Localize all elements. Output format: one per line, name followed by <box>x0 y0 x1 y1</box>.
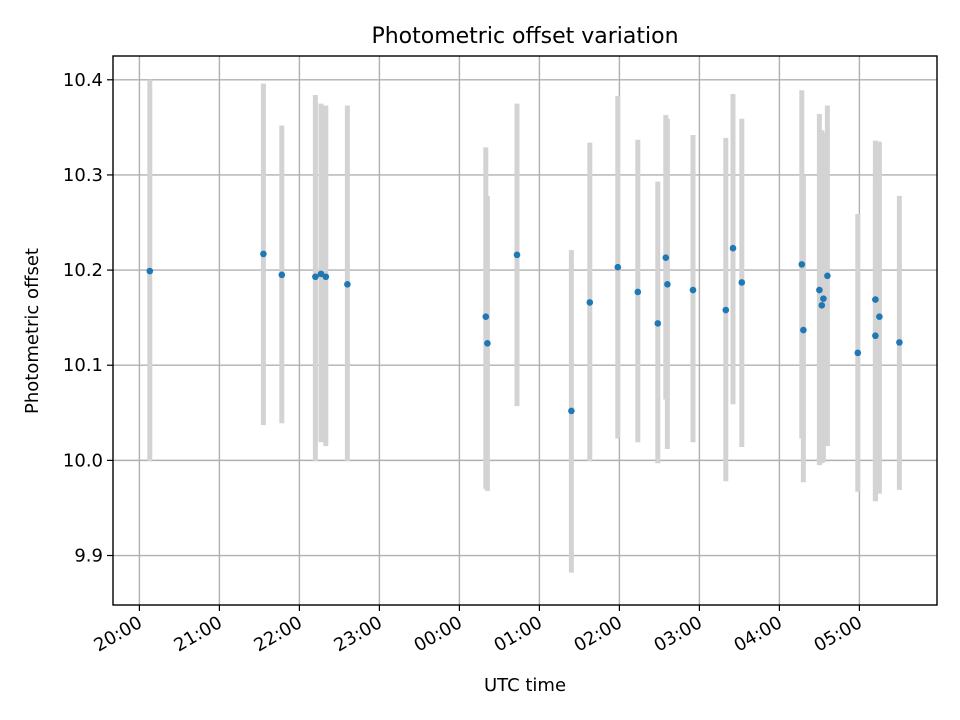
y-tick-label: 10.1 <box>63 355 103 376</box>
data-point <box>818 301 826 309</box>
data-point <box>854 349 862 357</box>
data-point <box>876 313 883 321</box>
data-point <box>513 251 521 259</box>
x-tick-label: 23:00 <box>330 612 385 656</box>
data-point <box>484 340 491 347</box>
x-tick-label: 01:00 <box>490 612 545 656</box>
data-point <box>278 271 286 279</box>
tick-layer: 20:00 21:00 22:00 23:00 00:00 01:00 02:00 03:00… <box>63 70 866 656</box>
data-point <box>664 281 671 288</box>
y-tick-label: 10.4 <box>63 70 103 91</box>
chart-title: Photometric offset variation <box>371 24 678 49</box>
y-tick-label: 10.2 <box>63 260 103 281</box>
data-point <box>800 326 807 334</box>
x-tick-label: 21:00 <box>170 612 225 656</box>
data-point <box>722 306 730 314</box>
data-point <box>482 313 490 321</box>
x-tick-label: 20:00 <box>90 612 145 656</box>
x-tick-label: 22:00 <box>250 612 305 656</box>
data-point <box>312 273 319 281</box>
x-tick-label: 03:00 <box>650 612 705 656</box>
data-point <box>146 267 154 275</box>
y-tick-label: 9.9 <box>74 546 103 567</box>
data-point <box>689 286 697 294</box>
grid-layer <box>113 56 937 605</box>
x-tick-label: 00:00 <box>410 612 465 656</box>
data-point <box>568 407 575 415</box>
y-tick-label: 10.0 <box>63 450 103 471</box>
data-point <box>824 272 831 280</box>
data-point <box>662 254 670 262</box>
data-point <box>816 286 823 294</box>
x-tick-label: 05:00 <box>810 612 865 656</box>
y-axis-label: Photometric offset <box>22 248 43 414</box>
data-point <box>586 299 594 306</box>
data-point <box>322 273 330 281</box>
data-point <box>344 281 351 288</box>
data-point <box>729 244 737 252</box>
data-point <box>614 263 622 271</box>
x-axis-label: UTC time <box>484 675 566 696</box>
data-point <box>654 320 662 327</box>
data-point <box>896 339 903 346</box>
errorbar-layer <box>147 79 902 573</box>
plot-frame <box>112 55 938 606</box>
data-point <box>317 270 325 278</box>
data-point <box>738 279 746 286</box>
point-layer <box>146 244 903 415</box>
x-tick-label: 02:00 <box>570 612 625 656</box>
data-point <box>798 261 806 268</box>
data-point <box>820 295 827 302</box>
data-point <box>260 250 267 258</box>
data-point <box>872 296 879 303</box>
data-point <box>872 332 879 340</box>
y-tick-label: 10.3 <box>63 165 103 186</box>
x-tick-label: 04:00 <box>730 612 785 656</box>
data-point <box>634 288 642 296</box>
